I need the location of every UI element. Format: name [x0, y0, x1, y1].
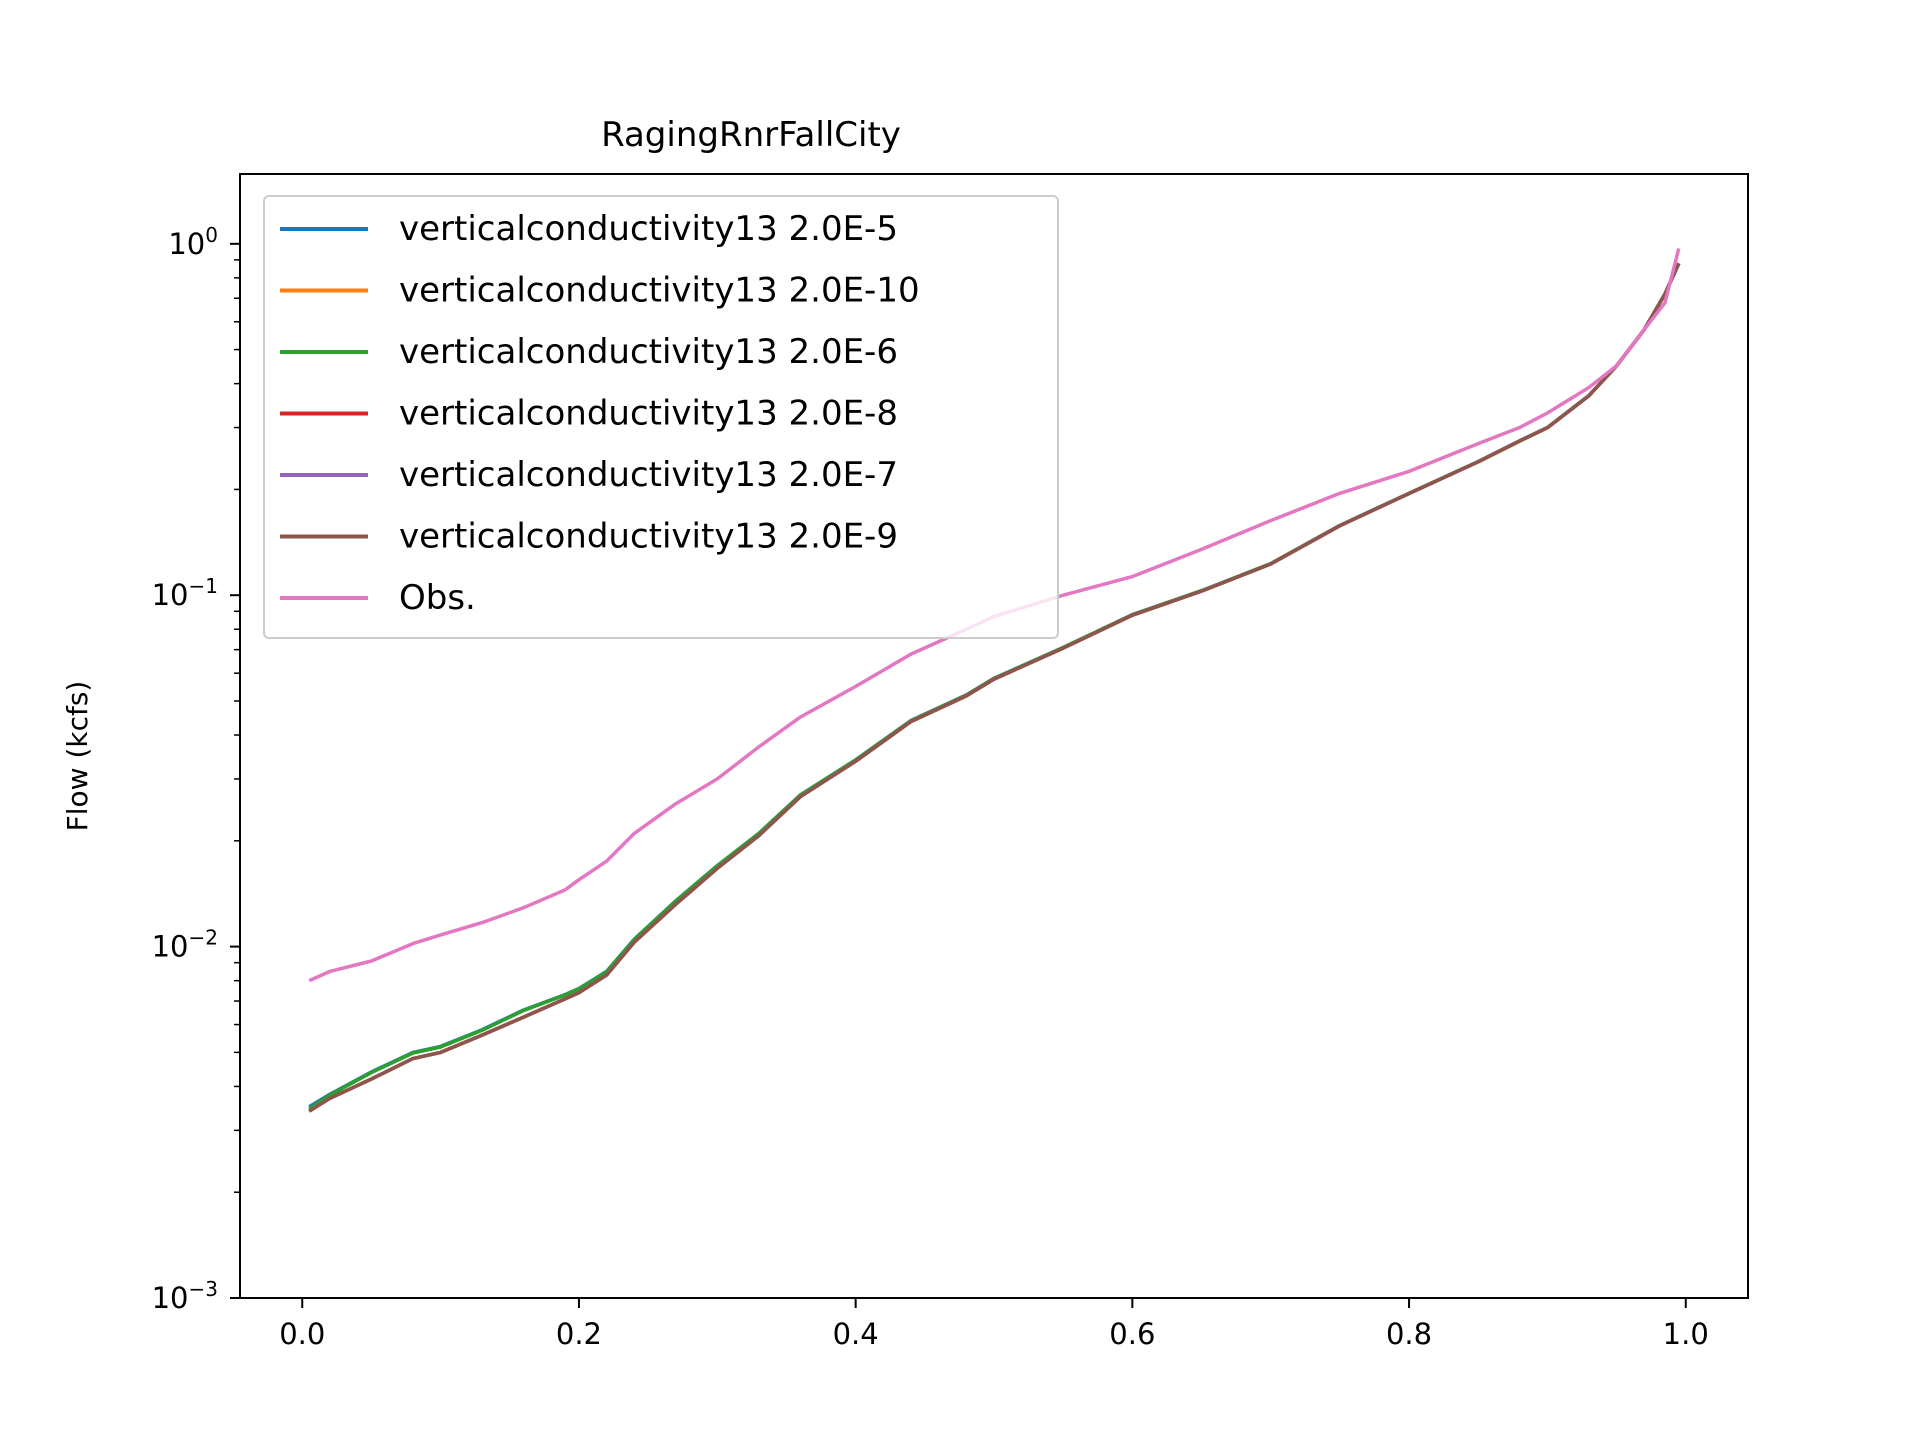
legend-label: verticalconductivity13 2.0E-7 — [399, 455, 898, 495]
x-tick-label: 0.2 — [556, 1317, 602, 1351]
legend-label: verticalconductivity13 2.0E-10 — [399, 271, 920, 311]
legend-label: verticalconductivity13 2.0E-5 — [399, 209, 898, 249]
series-lines — [308, 248, 1681, 1113]
x-tick-label: 0.4 — [833, 1317, 879, 1351]
chart-title: RagingRnrFallCity — [601, 115, 901, 155]
series-line — [308, 248, 1681, 983]
y-axis-ticks: 10−3 10−2 10−1 100 — [152, 223, 240, 1315]
x-tick-label: 0.0 — [279, 1317, 325, 1351]
legend-label: verticalconductivity13 2.0E-8 — [399, 394, 898, 434]
y-tick-label: 10−3 — [152, 1277, 218, 1315]
x-axis-ticks: 0.0 0.2 0.4 0.6 0.8 1.0 — [279, 1298, 1709, 1351]
x-tick-label: 0.8 — [1386, 1317, 1432, 1351]
series-line — [308, 262, 1681, 1113]
y-tick-label: 100 — [168, 223, 218, 261]
legend-label: Obs. — [399, 578, 476, 618]
plot-frame — [239, 173, 1749, 1299]
x-tick-label: 0.6 — [1109, 1317, 1155, 1351]
y-tick-label: 10−1 — [152, 574, 218, 612]
legend-box — [263, 195, 1059, 639]
legend-label: verticalconductivity13 2.0E-9 — [399, 517, 898, 557]
y-tick-label: 10−2 — [152, 926, 218, 964]
y-axis-label: Flow (kcfs) — [61, 681, 94, 832]
legend-label: verticalconductivity13 2.0E-6 — [399, 332, 898, 372]
legend: verticalconductivity13 2.0E-5 verticalcon… — [263, 195, 1059, 639]
x-tick-label: 1.0 — [1663, 1317, 1709, 1351]
